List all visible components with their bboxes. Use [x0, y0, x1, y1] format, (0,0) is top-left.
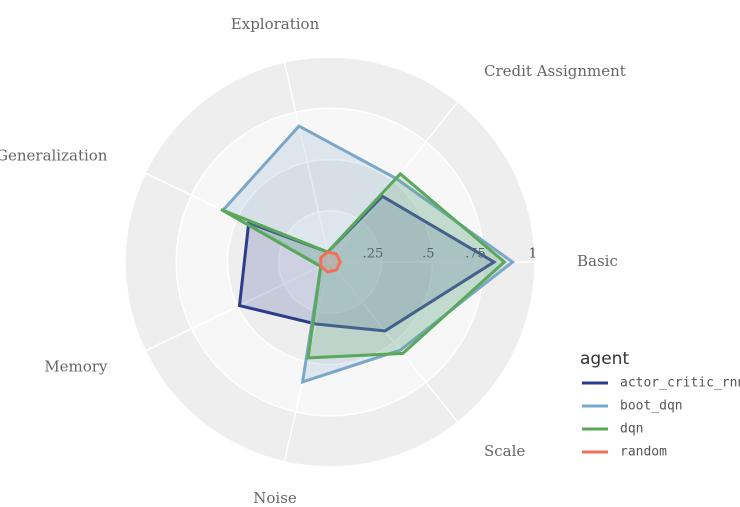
y-tick-label: .75: [465, 247, 486, 262]
axis-label: Exploration: [231, 15, 320, 33]
y-tick-label: 1: [529, 247, 537, 262]
legend-label: actor_critic_rnn: [620, 376, 740, 391]
y-tick-label: .5: [422, 247, 434, 262]
axis-line: [283, 61, 331, 263]
legend-label: dqn: [620, 422, 643, 437]
axis-line: [144, 261, 331, 352]
legend-label: boot_dqn: [620, 399, 683, 414]
series-area: [220, 171, 507, 360]
series-area: [319, 250, 342, 274]
axis-label: Basic: [577, 252, 618, 270]
y-tick-label: .25: [363, 247, 384, 262]
axis-line: [329, 261, 459, 423]
axis-label: Noise: [253, 489, 297, 507]
legend-label: random: [620, 445, 667, 460]
axis-label: Memory: [44, 357, 108, 375]
series-area: [237, 194, 497, 333]
axis-label: Generalization: [0, 147, 108, 165]
legend-title: agent: [580, 349, 629, 369]
axis-label: Credit Assignment: [484, 62, 626, 80]
axis-label: Scale: [484, 442, 525, 460]
